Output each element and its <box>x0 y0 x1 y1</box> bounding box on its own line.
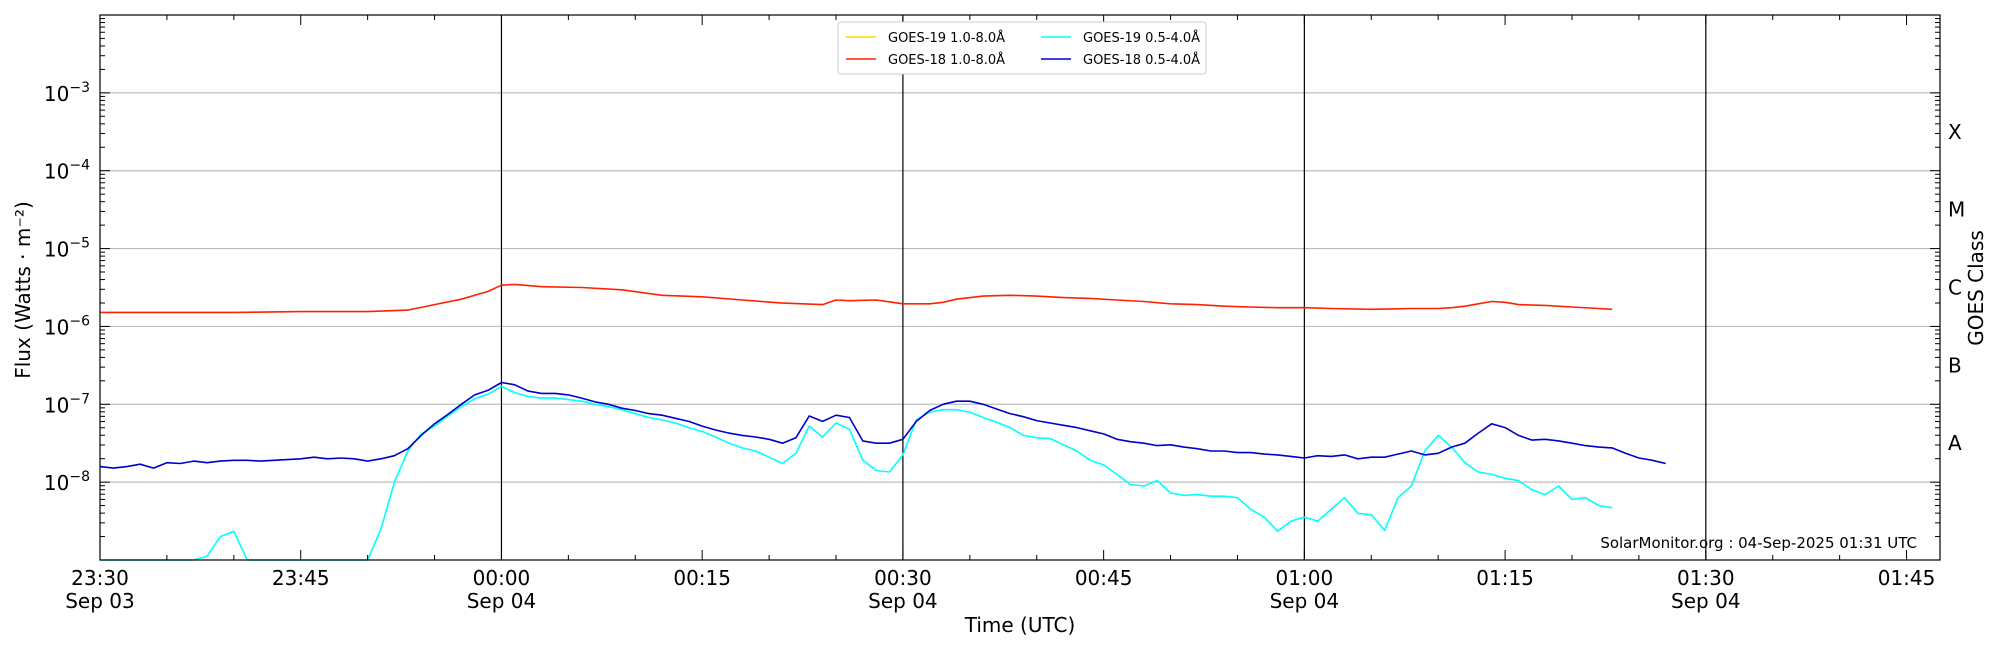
x-tick-date-label: Sep 04 <box>868 589 938 613</box>
x-tick-date-label: Sep 04 <box>467 589 537 613</box>
watermark-text: SolarMonitor.org : 04-Sep-2025 01:31 UTC <box>1600 534 1917 552</box>
plot-area-frame <box>99 14 1941 561</box>
legend-box <box>837 21 1207 75</box>
x-tick-label: 01:45 <box>1878 566 1936 590</box>
x-tick-label: 01:15 <box>1476 566 1534 590</box>
goes-class-label: B <box>1948 353 1962 377</box>
x-tick-label: 00:45 <box>1075 566 1133 590</box>
goes-class-labels: A B C M X <box>1948 120 1965 455</box>
x-tick-label: 00:00 <box>473 566 531 590</box>
y-tick-label: 10−6 <box>44 313 90 339</box>
legend: GOES-19 1.0-8.0Å GOES-18 1.0-8.0Å GOES-19 … <box>837 21 1207 75</box>
series-line <box>99 381 1666 469</box>
x-tick-date-label: Sep 04 <box>1270 589 1340 613</box>
legend-entry-label: GOES-19 0.5-4.0Å <box>1083 30 1200 46</box>
legend-entry-label: GOES-18 1.0-8.0Å <box>888 52 1005 68</box>
x-tick-label: 23:45 <box>272 566 330 590</box>
x-axis-label: Time (UTC) <box>964 613 1076 637</box>
goes-class-label: A <box>1948 431 1962 455</box>
series-group <box>99 283 1666 561</box>
legend-entry-label: GOES-19 1.0-8.0Å <box>888 30 1005 46</box>
x-tick-date-label: Sep 04 <box>1671 589 1741 613</box>
y-axis-label: Flux (Watts · m⁻²) <box>11 201 35 379</box>
y-tick-label: 10−4 <box>44 158 90 184</box>
x-tick-label: 01:30 <box>1677 566 1735 590</box>
x-tick-label: 00:15 <box>673 566 731 590</box>
x-tick-label: 23:30 <box>71 566 129 590</box>
goes-class-label: X <box>1948 120 1962 144</box>
day-markers <box>500 15 1707 560</box>
legend-entry-label: GOES-18 0.5-4.0Å <box>1083 52 1200 68</box>
x-tick-label: 00:30 <box>874 566 932 590</box>
right-axis-label: GOES Class <box>1964 230 1988 346</box>
axis-ticks <box>99 15 1940 561</box>
y-tick-label: 10−7 <box>44 391 90 417</box>
y-tick-label: 10−3 <box>44 80 90 106</box>
goes-class-label: M <box>1948 198 1965 222</box>
y-tick-label: 10−8 <box>44 469 90 495</box>
goes-class-label: C <box>1948 276 1962 300</box>
series-line <box>100 283 1613 314</box>
y-tick-labels: 10−8 10−7 10−6 10−5 10−4 10−3 <box>44 80 90 495</box>
x-tick-date-label: Sep 03 <box>65 589 135 613</box>
grid-lines <box>100 92 1940 483</box>
x-tick-label: 01:00 <box>1276 566 1334 590</box>
series-line <box>100 385 1613 561</box>
y-tick-label: 10−5 <box>44 236 90 262</box>
